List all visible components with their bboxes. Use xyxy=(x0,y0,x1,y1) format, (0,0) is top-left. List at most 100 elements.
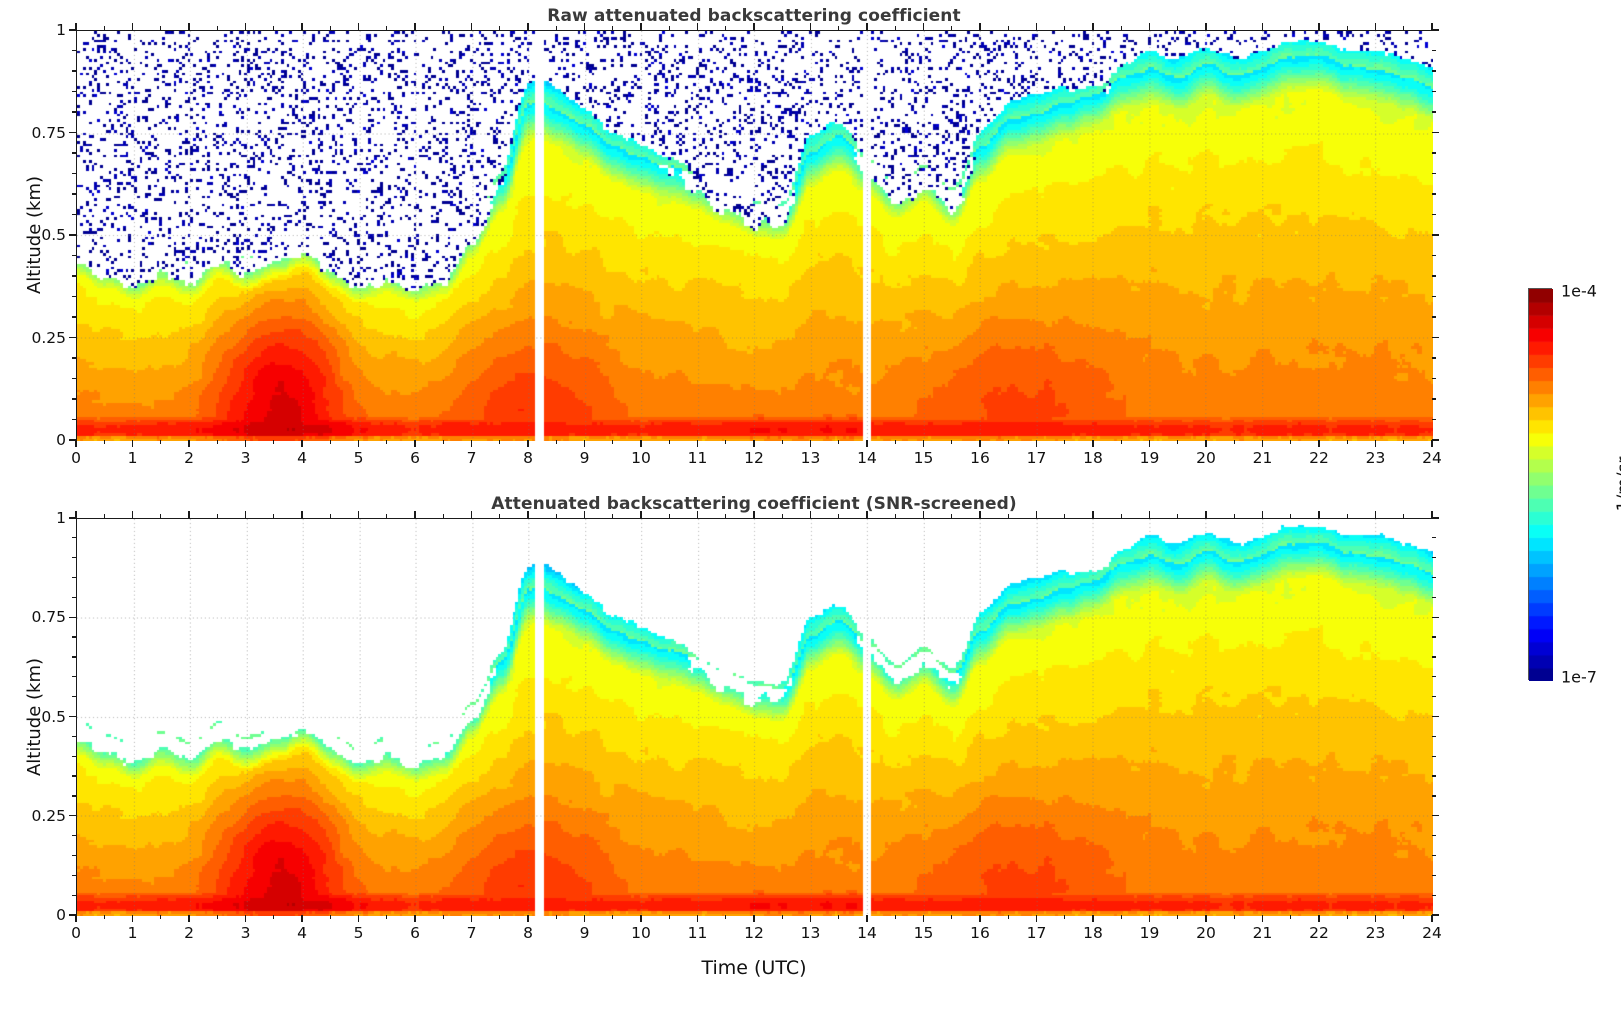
x-tick-minor xyxy=(103,514,105,518)
x-tick-minor xyxy=(386,26,388,30)
x-tick-minor xyxy=(951,915,953,919)
x-tick-label: 14 xyxy=(857,924,877,942)
colorbar[interactable] xyxy=(1528,288,1553,681)
x-tick xyxy=(1205,23,1207,30)
x-tick-minor xyxy=(160,26,162,30)
x-tick-label: 15 xyxy=(913,924,934,942)
y-tick-label: 0.75 xyxy=(31,608,66,627)
x-tick-label: 0 xyxy=(71,924,81,942)
y-tick-minor xyxy=(72,316,76,318)
x-tick xyxy=(301,23,303,30)
y-tick-minor xyxy=(1432,696,1436,698)
x-tick xyxy=(1261,915,1264,922)
x-tick-minor xyxy=(1007,26,1009,30)
x-tick-minor xyxy=(103,440,105,444)
x-tick xyxy=(357,23,360,30)
x-tick xyxy=(244,915,247,922)
y-tick-minor xyxy=(72,418,76,421)
x-tick-label: 6 xyxy=(410,924,420,942)
y-tick-minor xyxy=(1432,254,1436,257)
y-tick-label: 0.25 xyxy=(31,328,66,347)
x-tick-minor xyxy=(951,26,953,30)
x-tick-minor xyxy=(1346,26,1348,30)
y-tick xyxy=(69,517,76,519)
y-tick-minor xyxy=(72,755,76,757)
x-tick xyxy=(1431,511,1433,518)
x-tick-minor xyxy=(1290,440,1292,444)
x-tick-label: 19 xyxy=(1139,449,1160,467)
y-tick xyxy=(69,914,76,916)
heatmap-panel-screened[interactable] xyxy=(76,518,1433,916)
x-tick xyxy=(75,915,77,922)
x-tick xyxy=(1318,511,1320,518)
x-tick-minor xyxy=(725,440,727,444)
x-tick-minor xyxy=(273,915,275,919)
x-tick-minor xyxy=(329,514,331,518)
x-tick xyxy=(583,440,586,447)
heatmap-panel-raw[interactable] xyxy=(76,30,1433,441)
y-tick-minor xyxy=(1432,111,1436,113)
x-tick-label: 10 xyxy=(631,449,651,467)
x-tick xyxy=(979,23,981,30)
y-tick-minor xyxy=(72,398,76,400)
x-tick-minor xyxy=(1233,440,1235,444)
y-tick-minor xyxy=(1432,894,1436,896)
y-tick-minor xyxy=(1432,377,1436,380)
x-tick-minor xyxy=(612,915,614,919)
x-tick xyxy=(866,23,868,30)
x-tick-label: 7 xyxy=(466,449,477,467)
x-tick xyxy=(357,915,360,922)
y-tick-label: 0 xyxy=(56,431,66,449)
panel-title-raw: Raw attenuated backscattering coefficien… xyxy=(547,6,961,26)
x-tick xyxy=(1374,23,1377,30)
x-tick xyxy=(696,440,699,447)
x-tick-label: 22 xyxy=(1309,924,1329,942)
panel-title-screened: Attenuated backscattering coefficient (S… xyxy=(491,494,1017,514)
x-tick-label: 0 xyxy=(71,449,81,467)
y-tick-minor xyxy=(1432,854,1436,857)
y-tick-minor xyxy=(1432,834,1436,837)
y-tick-label: 1 xyxy=(56,509,66,527)
y-tick-minor xyxy=(1432,795,1436,797)
y-axis-label-screened: Altitude (km) xyxy=(24,657,45,776)
x-tick xyxy=(244,440,247,447)
x-tick-label: 17 xyxy=(1026,924,1047,942)
y-tick-label: 0.25 xyxy=(31,806,66,825)
y-tick xyxy=(69,336,76,339)
y-tick xyxy=(1432,815,1439,817)
x-tick xyxy=(1035,23,1038,30)
x-tick-label: 16 xyxy=(970,924,990,942)
x-tick xyxy=(244,511,247,518)
y-tick-minor xyxy=(1432,715,1436,718)
x-tick xyxy=(301,915,303,922)
x-tick xyxy=(131,915,134,922)
x-tick xyxy=(527,511,529,518)
x-tick xyxy=(979,915,981,922)
y-tick-minor xyxy=(1432,70,1436,72)
y-tick-minor xyxy=(72,656,76,658)
x-tick xyxy=(1092,440,1094,447)
y-tick-label: 0.75 xyxy=(31,123,66,142)
x-tick-label: 3 xyxy=(240,924,251,942)
x-tick xyxy=(1374,440,1377,447)
x-tick-label: 11 xyxy=(687,449,708,467)
x-tick-minor xyxy=(894,440,896,444)
y-tick-minor xyxy=(1432,874,1436,876)
y-tick-minor xyxy=(1432,398,1436,400)
x-tick xyxy=(640,440,642,447)
x-tick-minor xyxy=(1177,440,1179,444)
x-tick-minor xyxy=(612,26,614,30)
x-tick-minor xyxy=(386,440,388,444)
x-tick-minor xyxy=(1007,514,1009,518)
x-tick-minor xyxy=(442,440,444,444)
x-tick-label: 13 xyxy=(800,924,821,942)
x-tick xyxy=(188,23,190,30)
x-tick xyxy=(1205,440,1207,447)
x-tick xyxy=(866,915,868,922)
x-tick-minor xyxy=(1064,26,1066,30)
x-tick-label: 5 xyxy=(353,449,364,467)
x-tick-minor xyxy=(781,514,783,518)
x-tick xyxy=(301,440,303,447)
x-tick-minor xyxy=(273,514,275,518)
y-tick-minor xyxy=(1432,90,1436,93)
